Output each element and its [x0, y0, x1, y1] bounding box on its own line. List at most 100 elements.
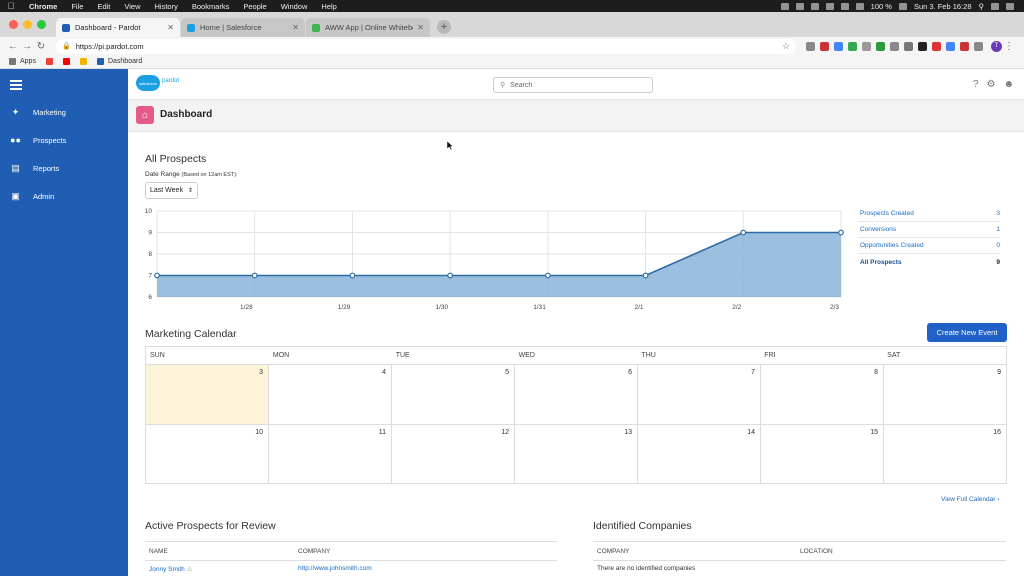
date-range-select[interactable]: Last Week ⇕	[145, 182, 198, 199]
menu-window[interactable]: Window	[280, 1, 308, 11]
calendar-day[interactable]: 7	[637, 365, 760, 424]
close-tab-icon[interactable]: ✕	[292, 23, 299, 32]
battery-percent[interactable]: 100 %	[870, 1, 892, 11]
calendar-day[interactable]: 15	[760, 425, 883, 484]
spotlight-icon[interactable]: ⚲	[978, 1, 985, 11]
url-text[interactable]: https://pi.pardot.com	[75, 41, 144, 51]
stat-all-prospects[interactable]: All Prospects 9	[858, 254, 1000, 270]
sidebar-item-marketing[interactable]: ✦ Marketing	[0, 102, 128, 122]
stat-conversions[interactable]: Conversions 1	[858, 222, 1000, 238]
view-full-calendar-link[interactable]: View Full Calendar ›	[941, 496, 1000, 503]
address-bar[interactable]: 🔒 https://pi.pardot.com ☆	[56, 38, 796, 54]
calendar-day[interactable]: 13	[514, 425, 637, 484]
new-tab-button[interactable]: +	[437, 20, 451, 34]
status-icon[interactable]	[825, 2, 834, 10]
sidebar-item-admin[interactable]: ▣ Admin	[0, 186, 128, 206]
close-tab-icon[interactable]: ✕	[417, 23, 424, 32]
tab-aww-app[interactable]: AWW App | Online Whiteboard ✕	[306, 18, 430, 37]
clock[interactable]: Sun 3. Feb 16:28	[913, 1, 972, 11]
wifi-icon[interactable]	[855, 2, 864, 10]
calendar-day[interactable]: 14	[637, 425, 760, 484]
apple-logo-icon[interactable]: 	[0, 1, 22, 11]
forward-icon[interactable]: →	[22, 40, 32, 52]
column-header-company[interactable]: COMPANY	[597, 548, 630, 555]
bookmark-dashboard[interactable]: Dashboard	[96, 58, 142, 65]
user-icon[interactable]: ☻	[1003, 79, 1014, 90]
browser-extension-icon[interactable]	[862, 41, 871, 51]
browser-extension-icon[interactable]	[932, 41, 941, 51]
hamburger-menu-icon[interactable]	[10, 80, 22, 90]
bookmark-apps[interactable]: Apps	[9, 58, 36, 65]
browser-extension-icon[interactable]	[890, 41, 899, 51]
browser-extension-icon[interactable]	[834, 41, 843, 51]
salesforce-logo[interactable]: salesforce	[136, 75, 160, 91]
status-icon[interactable]	[795, 2, 804, 10]
minimize-window-button[interactable]	[23, 20, 32, 29]
help-icon[interactable]: ?	[972, 79, 979, 90]
browser-extension-icon[interactable]	[848, 41, 857, 51]
prospect-company-link[interactable]: http://www.johnsmith.com	[298, 565, 372, 572]
tab-dashboard-pardot[interactable]: Dashboard - Pardot ✕	[56, 18, 180, 37]
close-window-button[interactable]	[9, 20, 18, 29]
search-input[interactable]: ⚲ Search	[493, 77, 653, 93]
calendar-day-today[interactable]: 3	[146, 365, 268, 424]
browser-extension-icon[interactable]	[876, 41, 885, 51]
column-header-company[interactable]: COMPANY	[298, 548, 331, 555]
browser-extension-icon[interactable]	[806, 41, 815, 51]
stat-prospects-created[interactable]: Prospects Created 3	[858, 206, 1000, 222]
create-new-event-button[interactable]: Create New Event	[927, 323, 1007, 342]
calendar-day[interactable]: 6	[514, 365, 637, 424]
back-icon[interactable]: ←	[8, 40, 18, 52]
calendar-day[interactable]: 16	[883, 425, 1006, 484]
menu-help[interactable]: Help	[321, 1, 337, 11]
bookmark-youtube[interactable]	[62, 58, 70, 65]
column-header-name[interactable]: NAME	[149, 548, 168, 555]
calendar-day[interactable]: 9	[883, 365, 1006, 424]
tab-home-salesforce[interactable]: Home | Salesforce ✕	[181, 18, 305, 37]
profile-avatar[interactable]: T	[991, 40, 1002, 52]
browser-extension-icon[interactable]	[918, 41, 927, 51]
bookmark-star-icon[interactable]: ☆	[781, 40, 790, 51]
sidebar-item-reports[interactable]: ▤ Reports	[0, 158, 128, 178]
stat-label[interactable]: Prospects Created	[860, 210, 914, 217]
menu-people[interactable]: People	[243, 1, 267, 11]
prospect-name[interactable]: Jonny Smith	[149, 566, 185, 573]
prospect-name-link[interactable]: Jonny Smith ⚠	[149, 565, 192, 573]
menu-history[interactable]: History	[154, 1, 178, 11]
status-icon[interactable]	[780, 2, 789, 10]
lock-icon[interactable]: 🔒	[62, 43, 71, 50]
status-icon[interactable]	[840, 2, 849, 10]
menu-chrome[interactable]: Chrome	[29, 1, 58, 11]
stat-opportunities-created[interactable]: Opportunities Created 0	[858, 238, 1000, 254]
gear-icon[interactable]: ⚙	[986, 79, 996, 90]
column-header-location[interactable]: LOCATION	[800, 548, 833, 555]
browser-extension-icon[interactable]	[974, 41, 983, 51]
siri-icon[interactable]	[991, 2, 999, 10]
stat-label[interactable]: Conversions	[860, 226, 897, 233]
calendar-day[interactable]: 11	[268, 425, 391, 484]
calendar-day[interactable]: 4	[268, 365, 391, 424]
sidebar-item-prospects[interactable]: ●● Prospects	[0, 130, 128, 150]
close-tab-icon[interactable]: ✕	[167, 23, 174, 32]
menu-edit[interactable]: Edit	[97, 1, 111, 11]
chrome-menu-icon[interactable]: ⋮	[1004, 40, 1014, 52]
browser-extension-icon[interactable]	[904, 41, 913, 51]
browser-extension-icon[interactable]	[960, 41, 969, 51]
calendar-day[interactable]: 8	[760, 365, 883, 424]
zoom-window-button[interactable]	[37, 20, 46, 29]
stat-label[interactable]: All Prospects	[860, 258, 902, 266]
menu-view[interactable]: View	[124, 1, 141, 11]
status-icon[interactable]	[810, 2, 819, 10]
menu-bookmarks[interactable]: Bookmarks	[191, 1, 230, 11]
bookmark-analytics[interactable]	[79, 58, 87, 65]
calendar-day[interactable]: 5	[391, 365, 514, 424]
browser-extension-icon[interactable]	[946, 41, 955, 51]
notification-center-icon[interactable]	[1006, 2, 1014, 10]
calendar-day[interactable]: 12	[391, 425, 514, 484]
menu-file[interactable]: File	[71, 1, 84, 11]
battery-icon[interactable]	[898, 2, 907, 10]
bookmark-gmail[interactable]	[45, 58, 53, 65]
stat-label[interactable]: Opportunities Created	[860, 242, 924, 249]
reload-icon[interactable]: ↻	[36, 40, 46, 52]
calendar-day[interactable]: 10	[146, 425, 268, 484]
